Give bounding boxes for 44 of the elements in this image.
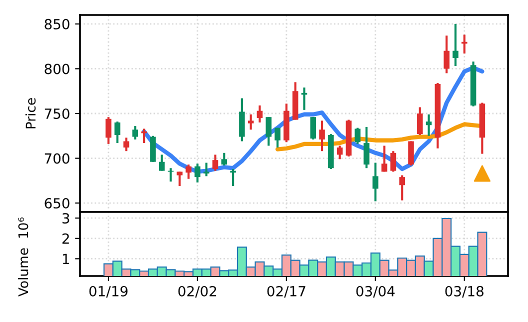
y-tick-label: 800 (44, 64, 70, 74)
candlestick (319, 120, 325, 152)
y-tick-label: 2 (62, 233, 69, 244)
y-tick-label: 850 (44, 18, 70, 30)
candlestick (123, 136, 130, 152)
candlestick (106, 116, 112, 145)
candlestick (310, 116, 316, 141)
candlestick (114, 120, 120, 144)
candlestick (132, 124, 138, 141)
candlestick (266, 116, 272, 147)
candlestick (221, 152, 228, 166)
y-tick-label: 3 (62, 213, 70, 224)
y-tick-label: 700 (44, 153, 70, 164)
candlestick (390, 150, 396, 173)
candlestick (444, 34, 450, 74)
x-tick-label: 03/04 (356, 286, 395, 298)
candlestick (426, 113, 432, 137)
candlestick (381, 144, 388, 173)
candlestick (256, 104, 263, 124)
candlestick (408, 140, 414, 166)
candlestick (372, 162, 378, 202)
candlestick (274, 126, 280, 149)
candlestick (452, 22, 458, 68)
candlestick (364, 126, 370, 170)
candlestick (176, 170, 183, 188)
candlestick (186, 163, 192, 180)
candlestick (158, 154, 165, 172)
candlestick (248, 113, 254, 131)
x-tick-label: 02/17 (267, 286, 306, 298)
candlestick (203, 162, 210, 178)
candlestick (212, 154, 218, 172)
x-tick-label: 01/19 (89, 286, 128, 298)
candlestick (336, 144, 343, 160)
y-tick-label: 650 (44, 198, 70, 209)
candlestick (399, 174, 406, 202)
y-tick-label: 750 (44, 108, 70, 119)
y-axis-title: Price (25, 98, 36, 128)
y-tick-label: 1 (62, 254, 69, 264)
y-axis-title: Volume 10⁶ (18, 217, 28, 296)
candlestick (417, 106, 423, 136)
x-tick-label: 02/02 (178, 286, 216, 298)
candlestick (354, 126, 361, 145)
x-tick-label: 03/18 (445, 286, 484, 298)
candlestick (194, 162, 200, 184)
